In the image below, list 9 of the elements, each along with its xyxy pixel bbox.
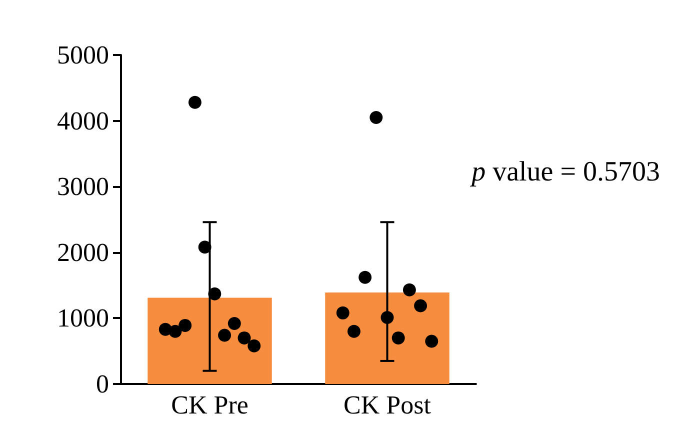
y-tick-label: 4000	[57, 106, 109, 136]
y-tick-label: 0	[96, 370, 109, 398]
y-tick-label: 2000	[57, 238, 109, 267]
y-tick-label: 1000	[57, 304, 109, 333]
x-tick-label: CK Pre	[171, 390, 248, 420]
y-tick-label: 3000	[57, 172, 109, 202]
y-tick-label: 5000	[57, 40, 109, 70]
annotation: p value = 0.5703	[470, 156, 660, 188]
x-tick-label: CK Post	[344, 390, 432, 420]
